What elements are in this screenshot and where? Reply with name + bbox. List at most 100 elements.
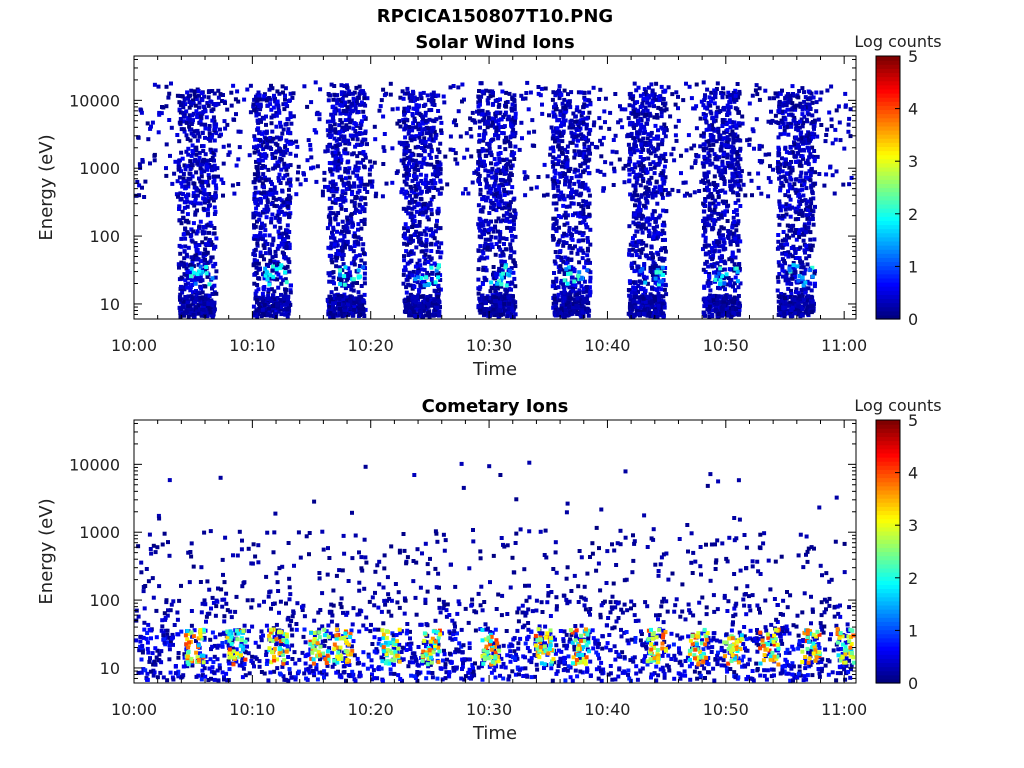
- heatmap-cell: [434, 268, 439, 273]
- heatmap-cell: [390, 107, 395, 112]
- heatmap-cell: [501, 183, 505, 188]
- heatmap-cell: [269, 216, 274, 221]
- heatmap-cell: [416, 201, 421, 206]
- heatmap-cell: [287, 198, 292, 203]
- heatmap-cell: [263, 307, 268, 312]
- heatmap-cell: [508, 228, 513, 233]
- heatmap-cell: [650, 264, 655, 269]
- heatmap-cell: [208, 220, 213, 225]
- heatmap-cell: [282, 300, 287, 305]
- heatmap-cell: [424, 313, 428, 318]
- heatmap-cell: [652, 115, 657, 120]
- heatmap-cell: [613, 92, 618, 96]
- heatmap-cell: [848, 134, 853, 139]
- heatmap-cell: [412, 95, 417, 100]
- heatmap-cell: [344, 85, 349, 89]
- heatmap-cell: [252, 134, 257, 139]
- heatmap-cell: [714, 87, 719, 91]
- heatmap-cell: [482, 132, 486, 137]
- heatmap-cell: [210, 242, 215, 247]
- heatmap-cell: [511, 132, 516, 137]
- heatmap-cell: [184, 184, 188, 189]
- heatmap-cell: [187, 105, 192, 110]
- heatmap-cell: [461, 191, 465, 196]
- heatmap-cell: [494, 191, 499, 195]
- heatmap-cell: [283, 86, 288, 91]
- heatmap-cell: [424, 275, 429, 280]
- heatmap-cell: [345, 226, 350, 231]
- heatmap-cell: [477, 304, 482, 309]
- heatmap-cell: [345, 105, 350, 110]
- heatmap-cell: [200, 180, 205, 185]
- heatmap-cell: [614, 150, 619, 155]
- heatmap-cell: [741, 182, 746, 187]
- heatmap-cell: [433, 280, 438, 285]
- heatmap-cell: [181, 176, 186, 181]
- heatmap-cell: [570, 140, 575, 145]
- heatmap-cell: [256, 112, 261, 117]
- heatmap-cell: [443, 154, 448, 159]
- heatmap-cell: [185, 90, 190, 95]
- heatmap-cell: [193, 212, 198, 217]
- heatmap-cell: [281, 297, 286, 302]
- heatmap-cell: [503, 100, 508, 105]
- heatmap-cell: [343, 118, 348, 123]
- heatmap-cell: [410, 313, 415, 318]
- heatmap-cell: [486, 173, 491, 178]
- heatmap-cell: [362, 217, 367, 222]
- heatmap-cell: [196, 159, 201, 164]
- heatmap-cell: [202, 230, 207, 235]
- heatmap-cell: [495, 286, 500, 291]
- heatmap-cell: [823, 139, 828, 144]
- heatmap-cell: [560, 101, 565, 106]
- heatmap-cell: [418, 93, 423, 98]
- heatmap-cell: [551, 149, 556, 154]
- heatmap-cell: [407, 200, 412, 205]
- heatmap-cell: [262, 313, 267, 318]
- heatmap-cell: [419, 179, 424, 183]
- heatmap-cell: [493, 133, 497, 138]
- heatmap-cell: [401, 96, 406, 101]
- heatmap-cell: [266, 264, 271, 268]
- heatmap-cell: [333, 130, 338, 135]
- heatmap-cell: [465, 147, 470, 152]
- heatmap-cell: [554, 279, 559, 284]
- heatmap-cell: [504, 190, 509, 195]
- heatmap-cell: [694, 153, 699, 157]
- heatmap-cell: [579, 90, 584, 95]
- heatmap-cell: [335, 248, 340, 253]
- heatmap-cell: [455, 161, 460, 166]
- heatmap-cell: [207, 124, 212, 128]
- heatmap-cell: [439, 120, 444, 125]
- heatmap-cell: [181, 105, 186, 110]
- heatmap-cell: [483, 154, 488, 158]
- heatmap-cell: [409, 138, 414, 143]
- heatmap-cell: [201, 307, 206, 312]
- heatmap-cell: [439, 250, 444, 255]
- heatmap-cell: [701, 131, 706, 136]
- heatmap-cell: [699, 99, 704, 104]
- heatmap-cell: [422, 181, 427, 186]
- heatmap-cell: [553, 313, 558, 318]
- heatmap-cell: [562, 272, 567, 276]
- heatmap-cell: [513, 312, 518, 317]
- heatmap-cell: [190, 143, 195, 148]
- heatmap-cell: [561, 131, 566, 135]
- heatmap-cell: [584, 298, 589, 303]
- heatmap-cell: [204, 265, 209, 270]
- heatmap-cell: [476, 291, 481, 296]
- heatmap-cell: [502, 124, 507, 129]
- heatmap-cell: [849, 175, 854, 180]
- heatmap-cell: [763, 88, 768, 93]
- heatmap-cell: [489, 285, 494, 290]
- heatmap-cell: [207, 127, 212, 132]
- heatmap-cell: [536, 175, 541, 179]
- heatmap-cell: [342, 92, 347, 97]
- heatmap-cell: [263, 195, 267, 200]
- heatmap-cell: [505, 281, 510, 285]
- heatmap-cell: [254, 113, 259, 118]
- heatmap-cell: [194, 170, 199, 175]
- heatmap-cell: [810, 145, 815, 150]
- heatmap-cell: [402, 157, 407, 162]
- heatmap-cell: [188, 268, 193, 273]
